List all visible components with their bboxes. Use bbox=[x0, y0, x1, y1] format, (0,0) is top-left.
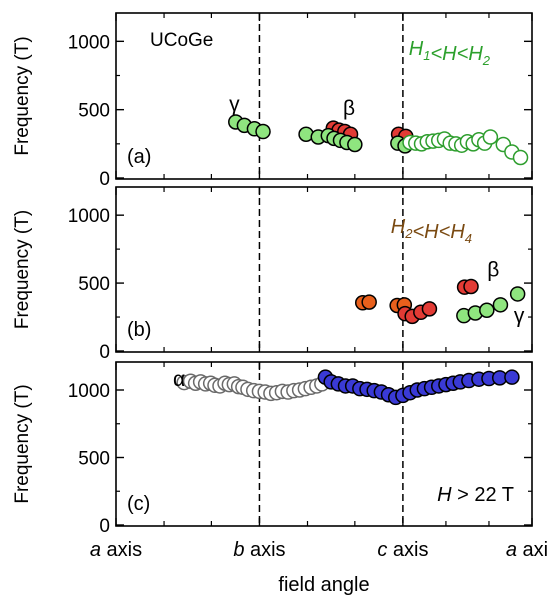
condition-part: H bbox=[391, 216, 406, 238]
panel-c: 0 500 1000 Frequency (T) (c) H > 22 T α bbox=[12, 361, 533, 537]
plot-frame bbox=[115, 186, 533, 353]
condition-label: H > 22 T bbox=[437, 484, 514, 506]
data-point bbox=[421, 301, 438, 317]
x-tick-word: axis bbox=[517, 539, 548, 561]
branch-label: γ bbox=[514, 304, 525, 327]
y-tick-label: 1000 bbox=[68, 32, 110, 53]
data-point bbox=[255, 123, 271, 140]
condition-part: < bbox=[457, 43, 469, 65]
plot-frame bbox=[115, 12, 533, 180]
condition-subscript: 1 bbox=[423, 48, 430, 63]
y-tick-label: 500 bbox=[78, 101, 110, 122]
condition-part: H bbox=[409, 38, 424, 60]
data-point bbox=[492, 297, 509, 313]
data-point bbox=[361, 294, 377, 310]
x-axis-label: field angle bbox=[278, 574, 369, 596]
condition-part: < bbox=[439, 221, 451, 243]
branch-label: γ bbox=[229, 93, 240, 116]
y-tick-label: 0 bbox=[99, 169, 110, 190]
data-point bbox=[482, 129, 499, 145]
condition-part: < bbox=[430, 43, 442, 65]
y-tick-label: 1000 bbox=[68, 381, 110, 402]
condition-subscript: 4 bbox=[465, 231, 472, 246]
x-tick-word: axis bbox=[387, 539, 428, 561]
condition-part: H bbox=[437, 484, 452, 506]
condition-part: H bbox=[468, 43, 483, 65]
x-tick-letter: c bbox=[377, 539, 387, 561]
panel-label: (c) bbox=[127, 493, 150, 515]
y-tick-label: 1000 bbox=[68, 206, 110, 227]
y-axis-label: Frequency (T) bbox=[12, 210, 33, 329]
branch-label: α bbox=[173, 368, 185, 391]
x-tick-letter: a bbox=[90, 539, 101, 561]
condition-part: > 22 T bbox=[452, 484, 514, 506]
branch-label: β bbox=[487, 258, 499, 281]
x-tick-label: b axis bbox=[233, 539, 285, 561]
y-tick-label: 500 bbox=[78, 449, 110, 470]
y-tick-label: 0 bbox=[99, 516, 110, 537]
y-tick-label: 0 bbox=[99, 342, 110, 363]
x-tick-label: a axis bbox=[506, 539, 548, 561]
condition-label: H1<H<H2 bbox=[409, 38, 491, 68]
data-point bbox=[347, 136, 363, 153]
data-point bbox=[512, 149, 529, 166]
condition-subscript: 2 bbox=[404, 226, 413, 241]
branch-label: β bbox=[343, 97, 355, 120]
condition-part: H bbox=[450, 221, 465, 243]
y-axis-label: Frequency (T) bbox=[12, 384, 33, 503]
y-tick-label: 500 bbox=[78, 274, 110, 295]
condition-part: H bbox=[442, 43, 457, 65]
data-point bbox=[504, 369, 520, 385]
x-tick-word: axis bbox=[101, 539, 142, 561]
plot-frame bbox=[115, 361, 533, 527]
condition-part: H bbox=[424, 221, 439, 243]
condition-label: H2<H<H4 bbox=[391, 216, 472, 246]
data-point bbox=[479, 302, 495, 318]
panel-label: (a) bbox=[127, 146, 151, 168]
material-label: UCoGe bbox=[150, 30, 213, 51]
x-tick-letter: b bbox=[233, 539, 244, 561]
data-point bbox=[463, 278, 479, 295]
x-tick-label: a axis bbox=[90, 539, 142, 561]
panel-label: (b) bbox=[127, 319, 151, 341]
condition-subscript: 2 bbox=[482, 53, 491, 68]
data-point bbox=[509, 286, 526, 302]
x-tick-label: c axis bbox=[377, 539, 428, 561]
x-tick-word: axis bbox=[244, 539, 285, 561]
y-axis-label: Frequency (T) bbox=[12, 36, 33, 155]
condition-part: < bbox=[412, 221, 424, 243]
x-tick-letter: a bbox=[506, 539, 517, 561]
